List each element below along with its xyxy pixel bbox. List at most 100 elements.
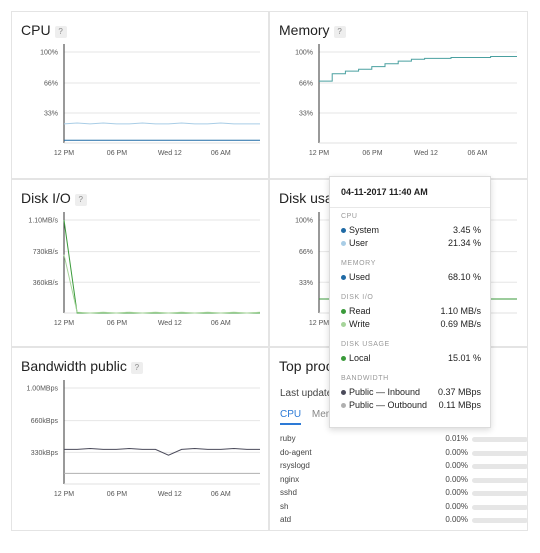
tooltip-row: User 21.34 % xyxy=(341,238,481,250)
tooltip-metric-label: Write xyxy=(349,319,370,329)
process-tabs: CPU Mem xyxy=(280,409,342,425)
process-value: 0.01% xyxy=(445,434,468,443)
panel-title: Disk I/O? xyxy=(21,190,87,206)
process-bar xyxy=(472,518,528,523)
x-tick-label: Wed 12 xyxy=(158,320,182,327)
process-row: atd 0.00% xyxy=(280,515,528,528)
y-tick-label: 33% xyxy=(299,280,313,287)
x-tick-label: 06 AM xyxy=(467,150,487,157)
panel-title: Disk usa xyxy=(279,190,333,206)
y-tick-label: 1.00MBps xyxy=(26,386,58,393)
x-tick-label: Wed 12 xyxy=(414,150,438,157)
process-bar xyxy=(472,504,528,510)
tooltip-metric-value: 0.69 MB/s xyxy=(440,319,481,329)
y-tick-label: 100% xyxy=(295,218,313,225)
tooltip-metric-label: Public — Inbound xyxy=(349,387,421,397)
tooltip-row: Public — Inbound 0.37 MBps xyxy=(341,387,481,399)
y-tick-label: 330kBps xyxy=(31,450,59,457)
tooltip-row: Write 0.69 MB/s xyxy=(341,319,481,331)
cpu-panel: CPU? 100% 66% 33% 12 PM 06 PM Wed 12 06 AM xyxy=(11,11,269,179)
x-tick-label: Wed 12 xyxy=(158,491,182,498)
tooltip-metric-value: 15.01 % xyxy=(447,353,481,363)
tooltip-metric-value: 21.34 % xyxy=(447,238,481,248)
bandwidth-chart[interactable]: 1.00MBps 660kBps 330kBps 12 PM 06 PM Wed 12 06… xyxy=(12,348,270,532)
x-tick-label: 06 PM xyxy=(107,491,127,498)
tooltip-metric-label: Used xyxy=(349,272,371,282)
help-icon[interactable]: ? xyxy=(74,194,87,206)
tooltip-metric-value: 1.10 MB/s xyxy=(440,306,481,316)
help-icon[interactable]: ? xyxy=(54,26,67,38)
legend-dot-icon xyxy=(341,403,346,408)
x-tick-label: 06 AM xyxy=(211,320,231,327)
x-tick-label: 06 PM xyxy=(107,320,127,327)
series-line xyxy=(319,56,517,82)
y-tick-label: 100% xyxy=(295,50,313,57)
tooltip-section-label: CPU xyxy=(341,213,358,220)
tooltip-metric-label: Read xyxy=(349,306,371,316)
y-tick-label: 1.10MB/s xyxy=(28,218,58,225)
process-name: do-agent xyxy=(280,447,312,457)
panel-title: Memory? xyxy=(279,22,346,38)
process-bar xyxy=(472,450,528,456)
process-name: ruby xyxy=(280,434,296,443)
process-row: nginx 0.00% xyxy=(280,474,528,488)
memory-chart[interactable]: 100% 66% 33% 12 PM 06 PM Wed 12 06 AM xyxy=(270,12,529,180)
help-icon[interactable]: ? xyxy=(333,26,346,38)
process-bar xyxy=(472,491,528,496)
process-name: sshd xyxy=(280,488,297,497)
process-value: 0.00% xyxy=(445,488,468,497)
tooltip-metric-value: 0.37 MBps xyxy=(437,387,481,397)
tooltip-metric-label: Local xyxy=(349,353,371,363)
tooltip-timestamp: 04-11-2017 11:40 AM xyxy=(341,187,428,197)
x-tick-label: 06 PM xyxy=(362,150,382,157)
tooltip-section-label: MEMORY xyxy=(341,260,376,267)
y-tick-label: 66% xyxy=(44,80,58,87)
process-row: rsyslogd 0.00% xyxy=(280,461,528,474)
bandwidth-panel: Bandwidth public? 1.00MBps 660kBps 330kBps… xyxy=(11,347,269,531)
y-tick-label: 33% xyxy=(299,110,313,117)
process-name: rsyslogd xyxy=(280,461,310,470)
process-row: ruby 0.01% xyxy=(280,434,528,447)
process-row: sshd 0.00% xyxy=(280,488,528,501)
memory-panel: Memory? 100% 66% 33% 12 PM 06 PM Wed 12 06 AM xyxy=(269,11,528,179)
x-tick-label: 12 PM xyxy=(309,320,329,327)
legend-dot-icon xyxy=(341,356,346,361)
legend-dot-icon xyxy=(341,322,346,327)
metrics-tooltip: 04-11-2017 11:40 AM CPU System 3.45 % User 2… xyxy=(329,176,491,428)
x-tick-label: Wed 12 xyxy=(158,150,182,157)
tooltip-row: System 3.45 % xyxy=(341,225,481,237)
process-bar xyxy=(472,437,528,442)
legend-dot-icon xyxy=(341,309,346,314)
last-updated-label: Last update xyxy=(280,388,333,399)
tooltip-section-label: DISK I/O xyxy=(341,294,374,301)
series-line xyxy=(63,122,260,125)
tooltip-metric-value: 0.11 MBps xyxy=(438,400,481,410)
cpu-chart[interactable]: 100% 66% 33% 12 PM 06 PM Wed 12 06 AM xyxy=(12,12,270,180)
x-tick-label: 12 PM xyxy=(54,320,74,327)
process-value: 0.00% xyxy=(445,474,468,484)
series-line xyxy=(63,219,260,314)
y-tick-label: 66% xyxy=(299,80,313,87)
panel-title: Top proc xyxy=(279,358,333,374)
tab-cpu[interactable]: CPU xyxy=(280,409,302,425)
process-value: 0.00% xyxy=(445,501,468,511)
process-name: nginx xyxy=(280,474,300,484)
process-row: do-agent 0.00% xyxy=(280,447,528,461)
tooltip-row: Local 15.01 % xyxy=(341,353,481,365)
legend-dot-icon xyxy=(341,228,346,233)
x-tick-label: 06 AM xyxy=(211,150,231,157)
x-tick-label: 12 PM xyxy=(309,150,329,157)
process-value: 0.00% xyxy=(445,515,468,524)
process-value: 0.00% xyxy=(445,447,468,457)
tooltip-metric-value: 3.45 % xyxy=(452,225,481,235)
legend-dot-icon xyxy=(341,241,346,246)
disk-io-chart[interactable]: 1.10MB/s 730kB/s 360kB/s 12 PM 06 PM Wed 12 06… xyxy=(12,180,270,348)
series-line xyxy=(63,254,261,314)
x-tick-label: 06 PM xyxy=(107,150,127,157)
tab-memory[interactable]: Mem xyxy=(311,409,335,420)
y-tick-label: 100% xyxy=(40,50,58,57)
y-tick-label: 66% xyxy=(299,249,313,256)
tooltip-metric-label: User xyxy=(349,238,369,248)
panel-title: CPU? xyxy=(21,22,67,38)
help-icon[interactable]: ? xyxy=(130,362,143,374)
